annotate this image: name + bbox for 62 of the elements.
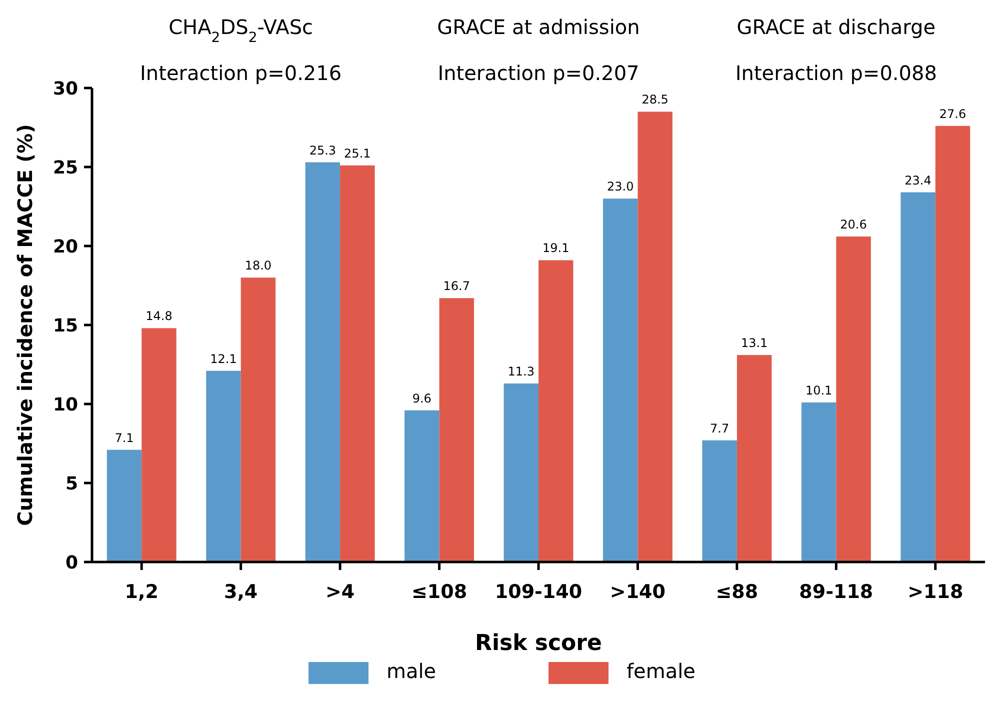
y-tick-label: 30 xyxy=(52,78,78,100)
data-label: 10.1 xyxy=(805,383,832,398)
data-label: 11.3 xyxy=(508,364,534,378)
x-tick-label: ≤88 xyxy=(716,581,758,603)
x-tick-label: 3,4 xyxy=(224,581,258,603)
x-tick-label: 109-140 xyxy=(494,581,582,603)
bar xyxy=(504,383,538,562)
data-label: 20.6 xyxy=(840,218,867,232)
y-tick-label: 25 xyxy=(52,157,78,178)
data-label: 28.5 xyxy=(642,92,668,107)
y-tick-label: 0 xyxy=(65,552,78,574)
bar xyxy=(801,402,836,562)
data-label: 25.3 xyxy=(309,143,336,158)
y-tick-label: 5 xyxy=(65,473,78,494)
data-label: 7.7 xyxy=(710,421,730,436)
bar xyxy=(142,328,176,562)
x-tick-label: ≤108 xyxy=(411,581,468,603)
x-tick-label: >140 xyxy=(610,581,666,603)
text: Interaction p=0.207 xyxy=(438,61,640,85)
text: Interaction p=0.088 xyxy=(735,61,937,85)
bar xyxy=(404,410,440,562)
y-tick-label: 10 xyxy=(52,394,78,416)
bar xyxy=(538,260,574,562)
bar xyxy=(935,126,970,562)
bar xyxy=(702,440,737,562)
data-label: 25.1 xyxy=(344,146,371,160)
bar xyxy=(836,236,871,562)
legend-label: male xyxy=(386,659,436,683)
x-tick-label: 1,2 xyxy=(124,581,158,603)
data-label: 9.6 xyxy=(412,391,432,406)
text: Interaction p=0.216 xyxy=(140,61,342,85)
data-label: 27.6 xyxy=(939,106,966,121)
text: CHA$_{2}$DS$_{2}$-VASc xyxy=(168,15,314,46)
legend-label: female xyxy=(626,659,696,683)
bar xyxy=(240,278,276,562)
bar xyxy=(900,192,936,562)
data-label: 23.0 xyxy=(607,180,634,194)
data-label: 13.1 xyxy=(740,336,768,350)
x-tick-label: >118 xyxy=(908,581,964,603)
bar xyxy=(638,112,672,562)
y-axis-title: Cumulative incidence of MACCE (%) xyxy=(13,124,37,526)
data-label: 7.1 xyxy=(114,430,134,445)
bar xyxy=(340,165,375,562)
bar xyxy=(736,355,772,562)
text: GRACE at discharge xyxy=(736,15,936,39)
x-axis-title: Risk score xyxy=(475,631,602,656)
bar xyxy=(602,198,638,562)
bar xyxy=(206,370,241,562)
x-tick-label: >4 xyxy=(325,581,355,603)
data-label: 14.8 xyxy=(146,309,172,324)
y-tick-label: 20 xyxy=(52,236,78,258)
y-tick-label: 15 xyxy=(52,315,78,336)
data-label: 12.1 xyxy=(210,352,237,366)
x-tick-label: 89-118 xyxy=(799,581,874,603)
data-label: 18.0 xyxy=(244,258,272,273)
data-label: 19.1 xyxy=(542,241,570,256)
bar xyxy=(305,162,340,562)
data-label: 16.7 xyxy=(443,279,470,294)
bar xyxy=(106,450,142,562)
bar xyxy=(439,298,474,562)
data-label: 23.4 xyxy=(904,173,932,188)
text: GRACE at admission xyxy=(437,15,640,39)
